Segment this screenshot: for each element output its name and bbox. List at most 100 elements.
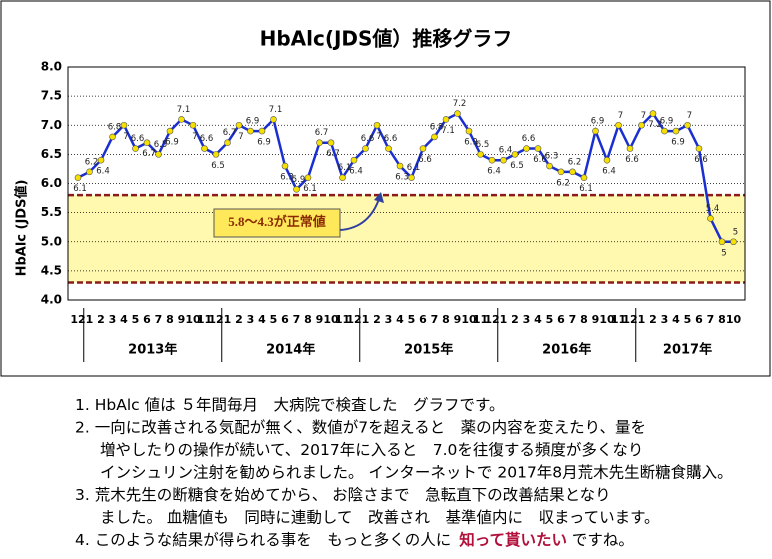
data-point [385, 145, 392, 152]
data-point [327, 139, 335, 147]
x-tick-label: 4 [672, 313, 680, 326]
data-point [500, 156, 507, 164]
data-point [143, 139, 151, 147]
data-label: 6.9 [591, 117, 605, 127]
x-tick-label: 3 [385, 313, 393, 326]
data-label: 6.4 [96, 167, 110, 177]
x-tick-label: 7 [707, 313, 715, 326]
x-tick-label: 7 [569, 313, 577, 326]
x-tick-label: 12 [70, 313, 85, 326]
data-point [638, 121, 645, 129]
x-tick-label: 3 [523, 313, 531, 326]
x-tick-label: 5 [132, 313, 140, 326]
data-label: 6.3 [545, 152, 559, 162]
data-point [488, 156, 496, 164]
data-point [189, 121, 197, 129]
data-label: 6.2 [85, 157, 99, 167]
data-point [293, 186, 300, 193]
x-tick-label: 11 [611, 313, 626, 326]
y-tick-label: 5.5 [41, 205, 62, 219]
data-point [534, 145, 542, 152]
note-line: 3. 荒木先生の断糖食を始めてから、 お陰さまで 急転直下の改善結果となり [75, 486, 611, 504]
data-label: 6.3 [280, 173, 294, 183]
data-label: 6.1 [303, 184, 317, 194]
x-tick-label: 4 [396, 313, 404, 326]
note-line: 4. このような結果が得られる事を もっと多くの人に 知って貰いたい ですね。 [75, 530, 634, 549]
x-tick-label: 3 [247, 313, 255, 326]
data-point [615, 121, 622, 129]
note-line: 増やしたりの操作が続いて、2017年に入ると 7.0を往復する頻度が多くなり [100, 441, 643, 459]
note-line: ました。 血糖値も 同時に連動して 改善され 基準値内に 収まっています。 [100, 508, 660, 526]
data-label: 6.7 [315, 128, 329, 138]
year-label: 2017年 [663, 342, 712, 358]
year-label: 2015年 [404, 342, 453, 358]
data-point [580, 174, 588, 181]
data-label: 6.5 [211, 161, 225, 171]
y-tick-label: 4.0 [41, 293, 62, 307]
data-point [465, 127, 473, 135]
x-tick-label: 7 [155, 313, 163, 326]
x-tick-label: 4 [120, 313, 128, 326]
data-point [718, 238, 726, 246]
data-label: 6.5 [154, 140, 168, 150]
data-label: 5 [721, 248, 726, 258]
data-point [339, 174, 346, 181]
data-point [74, 174, 82, 181]
data-label: 6.9 [671, 138, 685, 148]
note-text: 1. HbAlc 値は ５年間毎月 大病院で検査した グラフです。 [75, 395, 504, 414]
x-tick-label: 12 [484, 313, 499, 326]
data-point [649, 110, 657, 117]
data-label: 6.5 [476, 140, 490, 150]
x-tick-label: 2 [511, 313, 519, 326]
data-point [431, 133, 438, 141]
data-point [212, 151, 220, 158]
notes: 1. HbAlc 値は ５年間毎月 大病院で検査した グラフです。 2. 一向に改… [75, 395, 733, 549]
y-tick-label: 8.0 [41, 60, 62, 74]
y-tick-label: 4.5 [41, 263, 62, 277]
data-point [132, 145, 139, 152]
x-tick-label: 10 [461, 313, 477, 326]
data-label: 6.1 [407, 163, 421, 173]
x-tick-label: 10 [323, 313, 339, 326]
data-label: 6.1 [579, 184, 593, 194]
data-point [511, 151, 519, 158]
data-point [97, 156, 105, 164]
data-label: 7.1 [177, 105, 191, 115]
data-label: 5 [733, 227, 738, 237]
data-label: 6.6 [131, 134, 145, 144]
data-point [396, 162, 404, 170]
data-label: 5.4 [706, 204, 720, 214]
x-tick-label: 11 [473, 313, 488, 326]
data-label: 6.3 [395, 173, 409, 183]
x-tick-label: 2 [649, 313, 657, 326]
x-tick-label: 5 [270, 313, 278, 326]
x-tick-label: 3 [109, 313, 117, 326]
x-tick-label: 9 [592, 313, 600, 326]
x-tick-label: 8 [166, 313, 174, 326]
data-label: 6.6 [625, 155, 639, 165]
x-tick-label: 6 [695, 313, 703, 326]
data-point [626, 145, 634, 152]
year-label: 2013年 [128, 342, 177, 358]
data-point [201, 145, 208, 152]
x-tick-label: 6 [281, 313, 289, 326]
data-point [109, 133, 116, 141]
data-point [592, 127, 599, 135]
data-label: 6.9 [660, 117, 674, 127]
data-label: 7 [618, 111, 623, 121]
x-tick-label: 6 [143, 313, 151, 326]
data-point [316, 139, 323, 147]
note-emphasis: 知って貰いたい [459, 530, 567, 549]
chart-title: HbAlc(JDS値）推移グラフ [260, 27, 513, 51]
data-point [695, 145, 703, 152]
x-tick-label: 1 [362, 313, 370, 326]
x-tick-label: 3 [661, 313, 669, 326]
data-label: 6.6 [533, 155, 547, 165]
data-point [270, 116, 277, 123]
x-tick-label: 11 [335, 313, 350, 326]
data-line [77, 111, 734, 243]
plot: 4.04.55.05.56.06.57.07.58.012 1 2 3 4 5 6 7 8 9 10… [41, 60, 746, 362]
data-point [477, 151, 484, 158]
data-label: 6.9 [464, 138, 478, 148]
x-tick-label: 2 [235, 313, 243, 326]
